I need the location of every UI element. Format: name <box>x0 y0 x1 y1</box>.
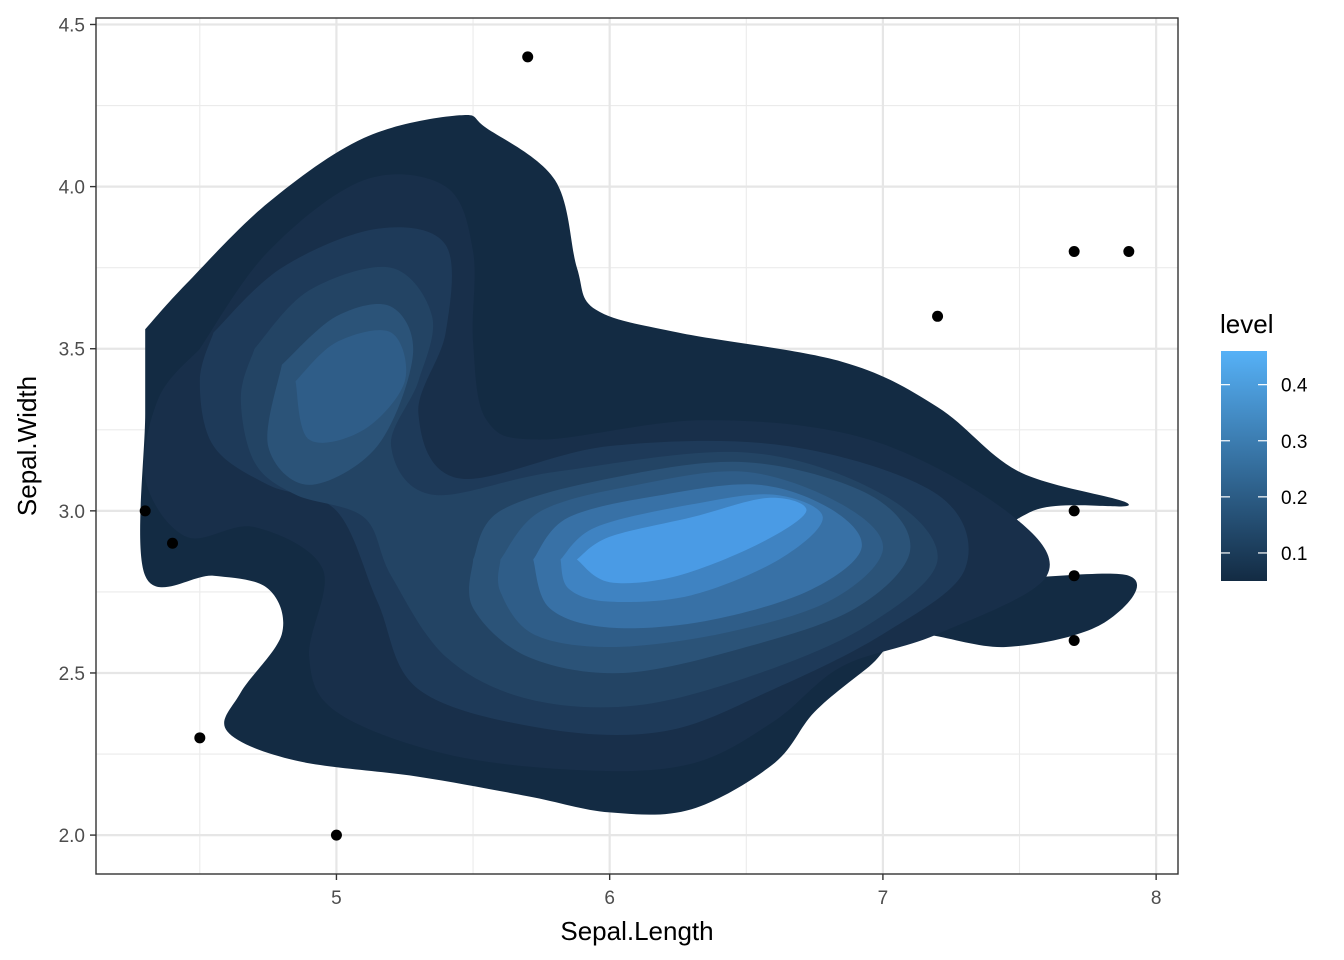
data-point <box>167 537 179 549</box>
y-tick-label: 4.5 <box>59 15 85 36</box>
legend-colorbar <box>1221 351 1267 581</box>
density-contours <box>140 114 1138 815</box>
data-point <box>522 51 534 63</box>
x-tick-label: 6 <box>604 888 615 909</box>
data-point <box>139 505 151 517</box>
legend: level 0.1 0.2 0.3 0.4 <box>1220 309 1308 581</box>
data-point <box>1068 635 1080 647</box>
data-point <box>1123 245 1135 257</box>
density-band <box>576 497 807 584</box>
data-point <box>1068 505 1080 517</box>
y-tick-label: 3.5 <box>59 340 85 361</box>
data-point <box>1068 245 1080 257</box>
legend-tick-label: 0.4 <box>1281 376 1308 397</box>
legend-tick-label: 0.3 <box>1281 432 1307 453</box>
data-point <box>194 732 206 744</box>
y-axis-title: Sepal.Width <box>12 376 42 516</box>
y-tick-label: 2.0 <box>59 826 85 847</box>
y-tick-label: 4.0 <box>59 178 85 199</box>
x-tick-label: 7 <box>878 888 889 909</box>
legend-title: level <box>1220 309 1273 339</box>
y-axis: 2.0 2.5 3.0 3.5 4.0 4.5 <box>59 15 96 847</box>
scatter-points <box>139 51 1135 841</box>
x-axis: 5 6 7 8 <box>331 874 1161 909</box>
y-tick-label: 3.0 <box>59 502 85 523</box>
x-tick-label: 5 <box>331 888 342 909</box>
x-tick-label: 8 <box>1151 888 1162 909</box>
x-axis-title: Sepal.Length <box>560 916 713 946</box>
density-band <box>295 330 407 443</box>
y-tick-label: 2.5 <box>59 664 85 685</box>
data-point <box>330 829 342 841</box>
data-point <box>932 310 944 322</box>
data-point <box>1068 570 1080 582</box>
legend-ticks: 0.1 0.2 0.3 0.4 <box>1221 376 1308 565</box>
plot-panel-border <box>95 17 1179 875</box>
legend-tick-label: 0.2 <box>1281 488 1307 509</box>
legend-tick-label: 0.1 <box>1281 544 1307 565</box>
